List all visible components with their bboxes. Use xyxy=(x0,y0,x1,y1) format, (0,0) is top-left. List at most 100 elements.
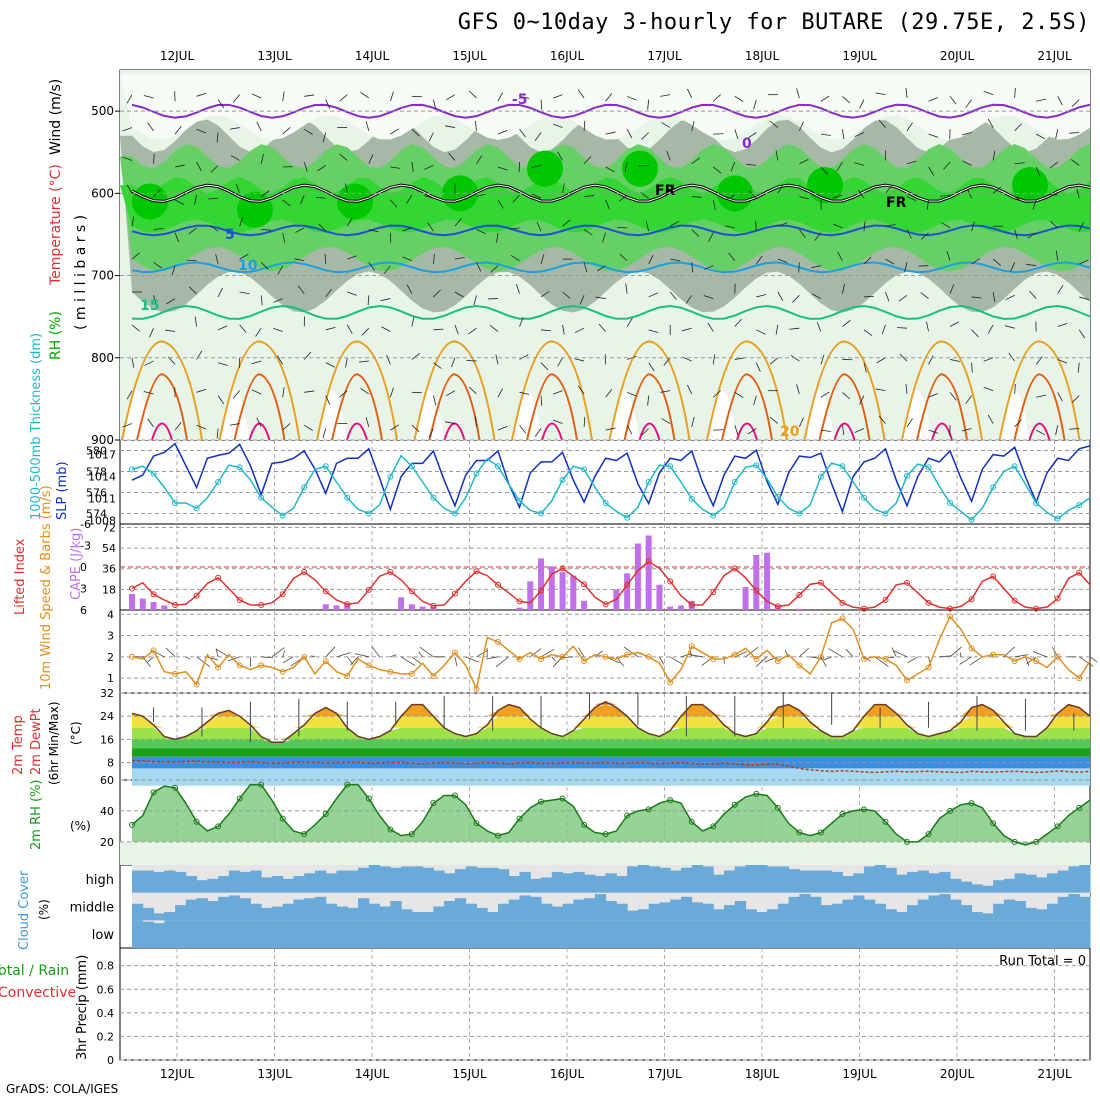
cloud-high-bar xyxy=(551,871,564,893)
cloud-low-bar xyxy=(239,920,251,948)
cloud-middle-bar xyxy=(562,903,574,921)
cloud-middle-bar xyxy=(1003,899,1016,921)
wind-barb xyxy=(691,121,695,131)
wind-barb xyxy=(1035,429,1046,436)
wind-barb xyxy=(273,327,283,332)
wind-barb xyxy=(820,429,831,432)
cloud-middle-bar xyxy=(142,907,155,921)
wind-barb xyxy=(734,318,742,327)
wind-barb xyxy=(992,291,996,302)
wind-barb xyxy=(423,195,434,199)
wind-barb xyxy=(832,194,843,199)
wind-barb xyxy=(386,354,391,365)
thickness-tick: 580 xyxy=(86,445,107,458)
li-line-marker xyxy=(344,601,351,608)
top-day-label: 21JUL xyxy=(1037,49,1072,63)
thickness-line-marker xyxy=(494,463,501,470)
wind-barb xyxy=(992,186,1002,194)
rh-blob xyxy=(622,150,658,187)
cloud-low-bar xyxy=(971,920,983,948)
sfc-barb xyxy=(465,656,479,663)
cloud-low-bar xyxy=(1068,920,1080,948)
wind-barb xyxy=(842,283,845,294)
wind-barb xyxy=(297,285,305,294)
wind-barb xyxy=(598,323,606,332)
thickness-line-marker xyxy=(430,494,437,501)
cloud-middle-bar xyxy=(293,899,305,921)
wind-barb xyxy=(605,93,613,102)
temp-line xyxy=(131,700,1091,744)
wind-barb xyxy=(906,229,912,239)
wind-speed-line-marker xyxy=(279,668,286,675)
wind-barb xyxy=(1049,161,1058,169)
wind-barb xyxy=(1055,129,1059,140)
rh-line-marker xyxy=(990,820,997,827)
thickness-line-marker xyxy=(581,466,588,473)
wind-barb xyxy=(755,255,763,265)
cloud-high-bar xyxy=(670,870,682,893)
cloud-low-bar xyxy=(261,920,273,948)
wind-barb xyxy=(670,258,681,262)
wind-barb xyxy=(574,358,585,362)
sfc-barb xyxy=(1026,656,1037,665)
top-day-label: 14JUL xyxy=(355,49,390,63)
wind-speed-line-marker xyxy=(344,672,351,679)
cloud-high-bar xyxy=(724,870,736,893)
li-line-marker xyxy=(731,565,738,572)
wind-barb xyxy=(390,199,398,208)
isotherm-25 xyxy=(916,373,968,441)
wind-barb xyxy=(1008,352,1015,362)
thickness-line-marker xyxy=(710,512,717,519)
isotherm-25 xyxy=(623,373,676,441)
cloud-high-bar xyxy=(917,870,930,893)
cloud-high-bar xyxy=(648,866,660,893)
wind-barb xyxy=(928,355,934,365)
cloud-low-bar xyxy=(1046,920,1059,948)
wind-barb xyxy=(208,197,219,200)
wind-barb xyxy=(497,92,504,102)
wind-speed-line-marker xyxy=(796,662,803,669)
cloud-level-label: low xyxy=(92,928,115,943)
wind-barb xyxy=(273,298,283,303)
cape-bar xyxy=(764,552,771,610)
cloud-middle-bar xyxy=(1079,896,1091,921)
wind-speed-line-marker xyxy=(1076,675,1083,682)
cloud-middle-bar xyxy=(659,902,671,921)
sfc-barb xyxy=(215,648,219,657)
panel3-ylabel: 10m Wind Speed & Barbs (m/s) xyxy=(39,485,54,690)
thickness-line-marker xyxy=(236,464,243,471)
wind-barb xyxy=(859,395,865,405)
wind-speed-line-marker xyxy=(581,658,588,665)
wind-barb xyxy=(1014,162,1025,165)
wind-barb xyxy=(304,390,315,393)
cloud-low-bar xyxy=(497,920,510,948)
cloud-low-bar xyxy=(358,920,370,948)
cloud-high-bar xyxy=(788,869,800,893)
cloud-low-bar xyxy=(336,920,348,948)
wind-barb xyxy=(232,390,240,399)
cloud-middle-bar xyxy=(401,909,413,921)
wind-barb xyxy=(153,153,155,164)
temp-band xyxy=(132,739,1090,749)
cloud-high-bar xyxy=(939,871,951,893)
cloud-high-bar xyxy=(627,866,639,893)
cape-bar xyxy=(656,584,663,610)
wind-barb xyxy=(217,287,223,298)
wind-barb xyxy=(553,419,563,424)
cloud-low-bar xyxy=(1036,920,1048,948)
wind-barb xyxy=(728,252,736,262)
wind-barb xyxy=(446,94,456,101)
wind-barb xyxy=(1076,188,1080,199)
thickness-line-marker xyxy=(559,476,566,483)
wind-barb xyxy=(904,262,908,273)
thickness-line-marker xyxy=(344,494,351,501)
cloud-high-bar xyxy=(820,870,833,893)
wind-barb xyxy=(928,393,938,398)
wind-barb xyxy=(217,325,228,331)
cloud-middle-bar xyxy=(196,898,208,921)
rh-line-marker xyxy=(559,795,566,802)
wind-barb xyxy=(383,265,391,274)
cloud-high-bar xyxy=(325,873,338,893)
wind-barb xyxy=(553,123,563,128)
wind-barb xyxy=(304,128,313,135)
